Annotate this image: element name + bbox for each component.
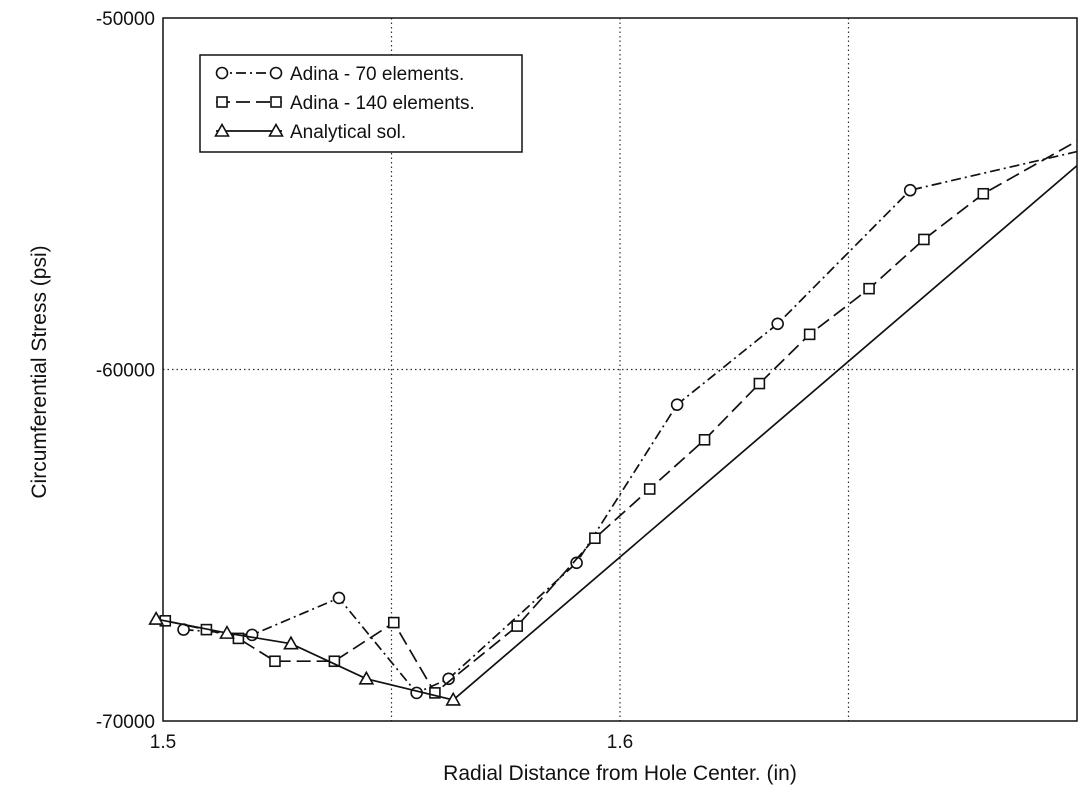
data-point-square bbox=[698, 433, 711, 446]
data-point-square bbox=[803, 328, 816, 341]
plot-frame bbox=[162, 17, 1078, 722]
data-point-square bbox=[918, 233, 930, 246]
data-point-circle bbox=[332, 591, 346, 605]
series-layer bbox=[148, 140, 1078, 706]
series-square bbox=[159, 140, 1078, 699]
x-tick-label: 1.5 bbox=[150, 732, 176, 753]
legend-marker-square bbox=[216, 96, 228, 108]
data-point-triangle bbox=[219, 624, 235, 639]
legend-label: Adina - 70 elements. bbox=[290, 64, 464, 85]
legend-marker-triangle bbox=[268, 122, 284, 137]
legend-label: Adina - 140 elements. bbox=[290, 93, 475, 114]
data-point-triangle bbox=[283, 635, 299, 650]
series-circle bbox=[177, 150, 1078, 700]
y-axis-title: Circumferential Stress (psi) bbox=[28, 245, 51, 498]
data-point-square bbox=[643, 483, 656, 495]
data-point-triangle bbox=[358, 670, 375, 685]
data-point-circle bbox=[670, 398, 684, 411]
data-point-circle bbox=[442, 672, 455, 686]
data-point-square bbox=[977, 187, 990, 200]
data-point-square bbox=[753, 377, 766, 390]
legend-marker-square bbox=[270, 96, 282, 108]
legend-label: Analytical sol. bbox=[290, 122, 406, 143]
data-point-circle bbox=[903, 183, 917, 197]
data-point-square bbox=[589, 532, 601, 545]
legend-entry: Analytical sol. bbox=[214, 122, 406, 143]
y-tick-label: -50000 bbox=[96, 9, 155, 30]
data-point-triangle bbox=[148, 610, 165, 625]
data-point-square bbox=[511, 620, 523, 632]
legend-entry: Adina - 140 elements. bbox=[216, 93, 475, 114]
y-tick-label: -60000 bbox=[96, 361, 155, 382]
legend-marker-circle bbox=[269, 66, 283, 80]
y-tick-label: -70000 bbox=[96, 712, 155, 733]
data-point-circle bbox=[771, 317, 784, 331]
tick-labels: 1.5 1.6 -70000 -60000 -50000 bbox=[96, 9, 633, 753]
data-point-square bbox=[863, 282, 875, 295]
series-line-1 bbox=[165, 140, 1078, 695]
data-point-triangle bbox=[445, 691, 462, 706]
series-line-0 bbox=[183, 150, 1078, 694]
legend-box bbox=[199, 54, 523, 153]
legend-entry: Adina - 70 elements. bbox=[215, 64, 464, 85]
x-tick-label: 1.6 bbox=[607, 732, 633, 753]
legend-marker-triangle bbox=[214, 122, 230, 137]
series-line-2 bbox=[155, 164, 1078, 701]
data-point-square bbox=[429, 687, 441, 699]
legend: Adina - 70 elements. Adina - 140 elements… bbox=[199, 54, 523, 153]
data-point-circle bbox=[570, 556, 583, 570]
x-axis-title: Radial Distance from Hole Center. (in) bbox=[443, 762, 797, 785]
series-triangle bbox=[148, 164, 1078, 706]
data-point-square bbox=[269, 655, 281, 668]
legend-marker-circle bbox=[215, 66, 229, 80]
data-point-circle bbox=[410, 686, 423, 700]
data-point-square bbox=[387, 616, 400, 629]
